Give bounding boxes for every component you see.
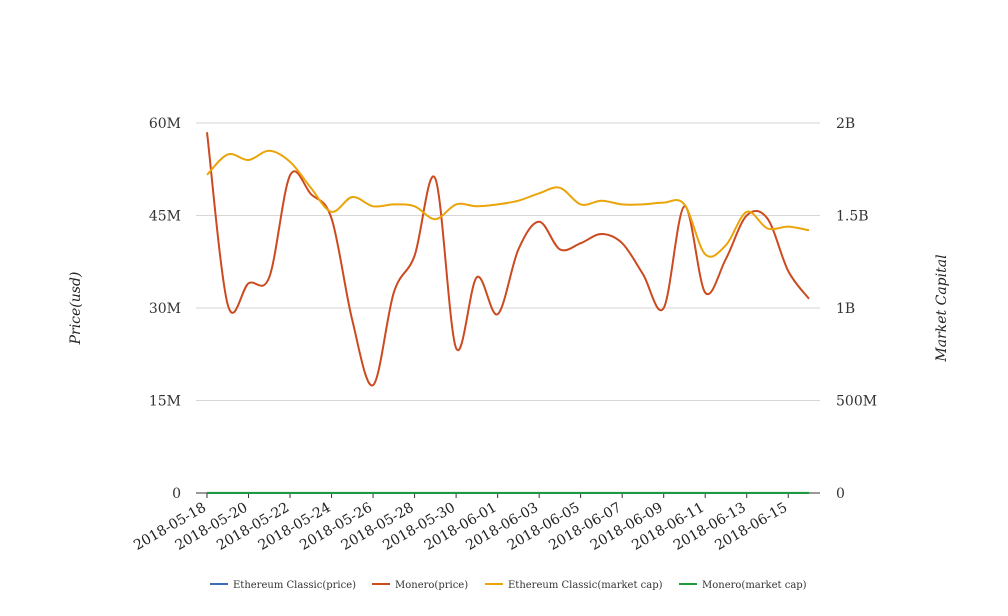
legend-label: Monero(price) <box>395 580 468 591</box>
y-tick-label: 30M <box>149 301 181 317</box>
y-tick-label: 45M <box>149 209 181 225</box>
series-line-monero-price <box>206 132 810 387</box>
y2-axis-title: Market Capital <box>934 254 950 362</box>
y2-tick-label: 1.5B <box>836 209 869 225</box>
y2-tick-label: 500M <box>836 394 877 410</box>
y-tick-label: 0 <box>172 486 181 502</box>
y-axis-left-ticks: 0 15M 30M 45M 60M <box>149 116 181 502</box>
y2-tick-label: 2B <box>836 116 855 132</box>
y-axis-title: Price(usd) <box>68 272 84 346</box>
legend-item-monero-price[interactable]: Monero(price) <box>372 580 468 591</box>
y2-tick-label: 0 <box>836 486 845 502</box>
series-line-ethereum-classic-market-cap <box>206 149 810 258</box>
legend[interactable]: Ethereum Classic(price) Monero(price) Ethe… <box>210 580 807 591</box>
legend-item-monero-market-cap[interactable]: Monero(market cap) <box>679 580 807 591</box>
x-axis-ticks: 2018-05-182018-05-202018-05-222018-05-24… <box>131 493 790 554</box>
gridlines <box>196 122 820 401</box>
y-axis-right-ticks: 0 500M 1B 1.5B 2B <box>836 116 877 502</box>
legend-item-ethereum-classic-market-cap[interactable]: Ethereum Classic(market cap) <box>485 580 663 591</box>
y2-tick-label: 1B <box>836 301 855 317</box>
y-tick-label: 15M <box>149 394 181 410</box>
series-lines <box>206 132 810 495</box>
legend-label: Ethereum Classic(price) <box>233 580 356 591</box>
legend-label: Monero(market cap) <box>702 580 807 591</box>
legend-label: Ethereum Classic(market cap) <box>508 580 663 591</box>
y-tick-label: 60M <box>149 116 181 132</box>
legend-item-ethereum-classic-price[interactable]: Ethereum Classic(price) <box>210 580 356 591</box>
